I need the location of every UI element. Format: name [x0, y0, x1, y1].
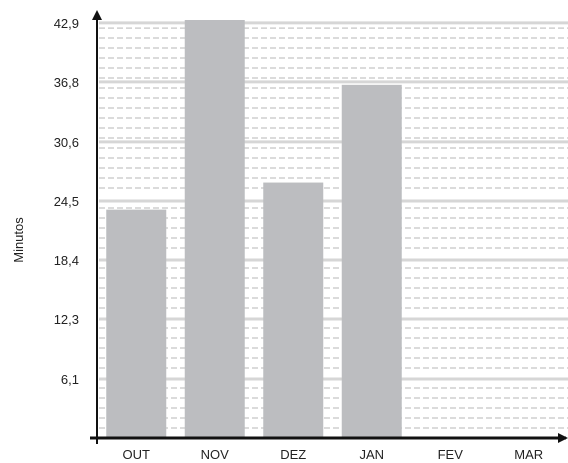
y-axis-arrow: [92, 10, 102, 20]
bar-dez: [263, 182, 324, 438]
bar-out: [106, 209, 167, 438]
y-tick-label: 18,4: [54, 253, 79, 268]
y-tick-label: 6,1: [61, 372, 79, 387]
x-tick-label: MAR: [514, 447, 543, 462]
x-tick-label: OUT: [123, 447, 151, 462]
axes: [90, 10, 568, 444]
grid: [99, 21, 568, 429]
y-tick-label: 42,9: [54, 16, 79, 31]
x-tick-label: JAN: [359, 447, 384, 462]
y-tick-label: 12,3: [54, 312, 79, 327]
bars: [106, 20, 402, 438]
x-tick-label: FEV: [438, 447, 464, 462]
y-axis-title: Minutos: [11, 217, 26, 263]
x-axis-arrow: [558, 433, 568, 443]
bar-jan: [341, 84, 402, 438]
y-tick-labels: 6,1 12,3 18,4 24,5 30,6 36,8 42,9: [54, 16, 79, 387]
y-tick-label: 24,5: [54, 194, 79, 209]
x-tick-labels: OUT NOV DEZ JAN FEV MAR: [123, 447, 544, 462]
x-tick-label: NOV: [201, 447, 230, 462]
x-tick-label: DEZ: [280, 447, 306, 462]
y-tick-label: 36,8: [54, 75, 79, 90]
y-tick-label: 30,6: [54, 135, 79, 150]
bar-nov: [184, 20, 245, 438]
